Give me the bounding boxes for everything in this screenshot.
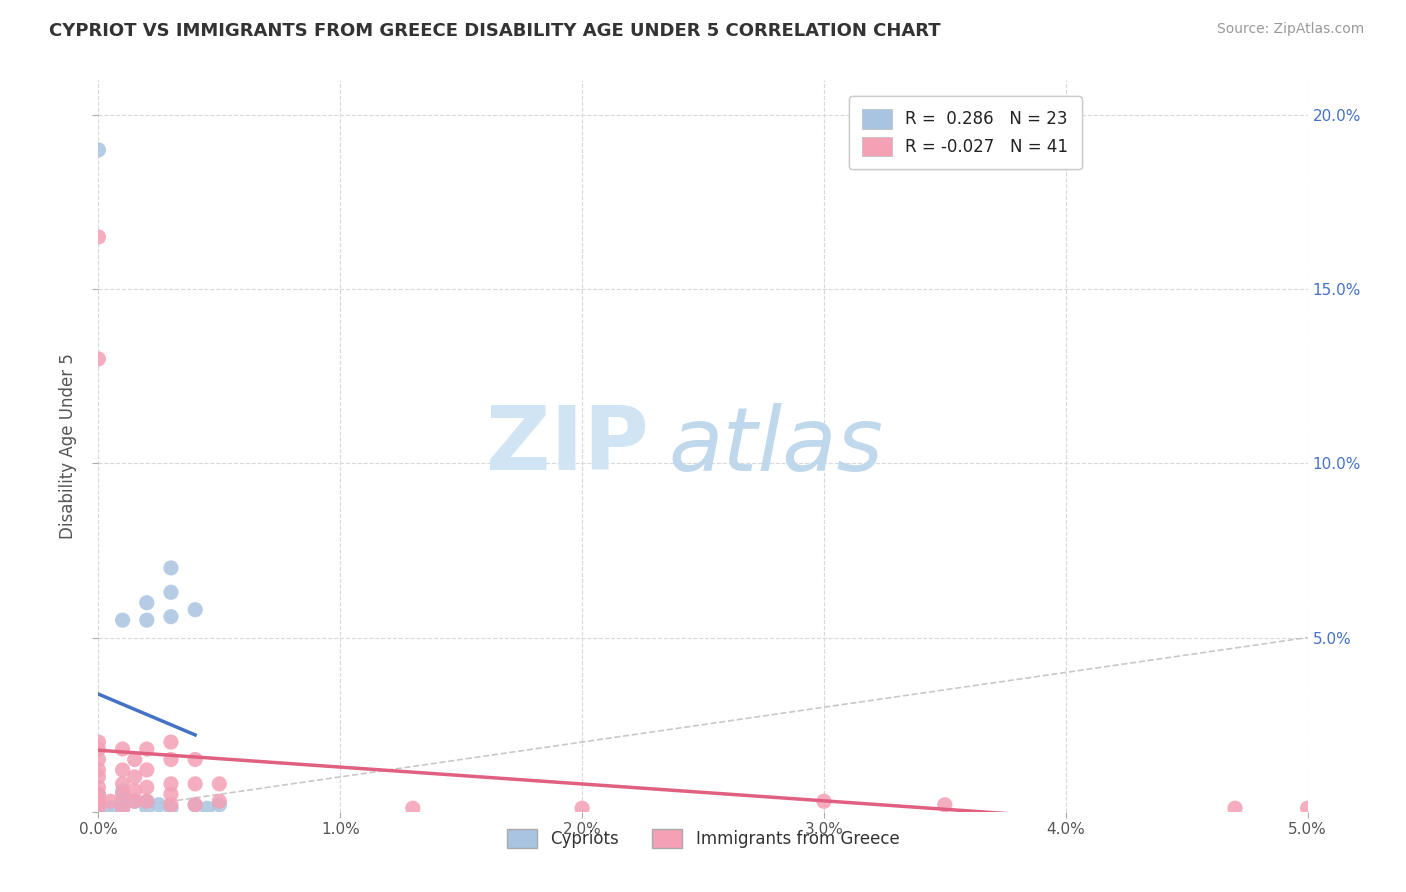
Y-axis label: Disability Age Under 5: Disability Age Under 5 xyxy=(59,353,77,539)
Point xyxy=(124,784,146,798)
Point xyxy=(135,742,157,756)
Point xyxy=(160,801,183,815)
Text: CYPRIOT VS IMMIGRANTS FROM GREECE DISABILITY AGE UNDER 5 CORRELATION CHART: CYPRIOT VS IMMIGRANTS FROM GREECE DISABI… xyxy=(49,22,941,40)
Point xyxy=(111,801,134,815)
Point xyxy=(87,735,110,749)
Point xyxy=(111,742,134,756)
Point xyxy=(87,787,110,801)
Point xyxy=(184,797,207,812)
Point xyxy=(402,801,425,815)
Point xyxy=(160,777,183,791)
Point xyxy=(184,777,207,791)
Point xyxy=(184,603,207,617)
Point xyxy=(111,613,134,627)
Point xyxy=(160,735,183,749)
Point xyxy=(111,784,134,798)
Point xyxy=(111,801,134,815)
Point xyxy=(160,752,183,766)
Point xyxy=(184,752,207,766)
Point xyxy=(135,780,157,795)
Point xyxy=(87,230,110,244)
Text: Source: ZipAtlas.com: Source: ZipAtlas.com xyxy=(1216,22,1364,37)
Text: ZIP: ZIP xyxy=(486,402,648,490)
Point xyxy=(87,801,110,815)
Point xyxy=(934,797,956,812)
Point xyxy=(87,794,110,808)
Point xyxy=(87,763,110,777)
Point xyxy=(184,797,207,812)
Point xyxy=(87,787,110,801)
Point xyxy=(135,794,157,808)
Point xyxy=(208,777,231,791)
Point xyxy=(160,609,183,624)
Point xyxy=(111,794,134,808)
Point xyxy=(160,561,183,575)
Point xyxy=(571,801,593,815)
Point xyxy=(87,351,110,366)
Point xyxy=(124,794,146,808)
Point xyxy=(135,801,157,815)
Point xyxy=(111,787,134,801)
Point xyxy=(195,801,218,815)
Point xyxy=(135,596,157,610)
Legend: Cypriots, Immigrants from Greece: Cypriots, Immigrants from Greece xyxy=(501,822,905,855)
Point xyxy=(135,794,157,808)
Point xyxy=(87,794,110,808)
Point xyxy=(813,794,835,808)
Point xyxy=(160,787,183,801)
Point xyxy=(160,797,183,812)
Point xyxy=(1223,801,1246,815)
Point xyxy=(135,613,157,627)
Point xyxy=(87,143,110,157)
Text: atlas: atlas xyxy=(668,403,883,489)
Point xyxy=(87,770,110,784)
Point xyxy=(100,801,122,815)
Point xyxy=(87,742,110,756)
Point xyxy=(111,763,134,777)
Point xyxy=(208,794,231,808)
Point xyxy=(87,780,110,795)
Point xyxy=(111,777,134,791)
Point xyxy=(87,752,110,766)
Point xyxy=(100,794,122,808)
Point xyxy=(124,770,146,784)
Point xyxy=(87,801,110,815)
Point xyxy=(208,797,231,812)
Point xyxy=(135,763,157,777)
Point xyxy=(160,585,183,599)
Point xyxy=(124,794,146,808)
Point xyxy=(1296,801,1319,815)
Point xyxy=(148,797,170,812)
Point xyxy=(124,752,146,766)
